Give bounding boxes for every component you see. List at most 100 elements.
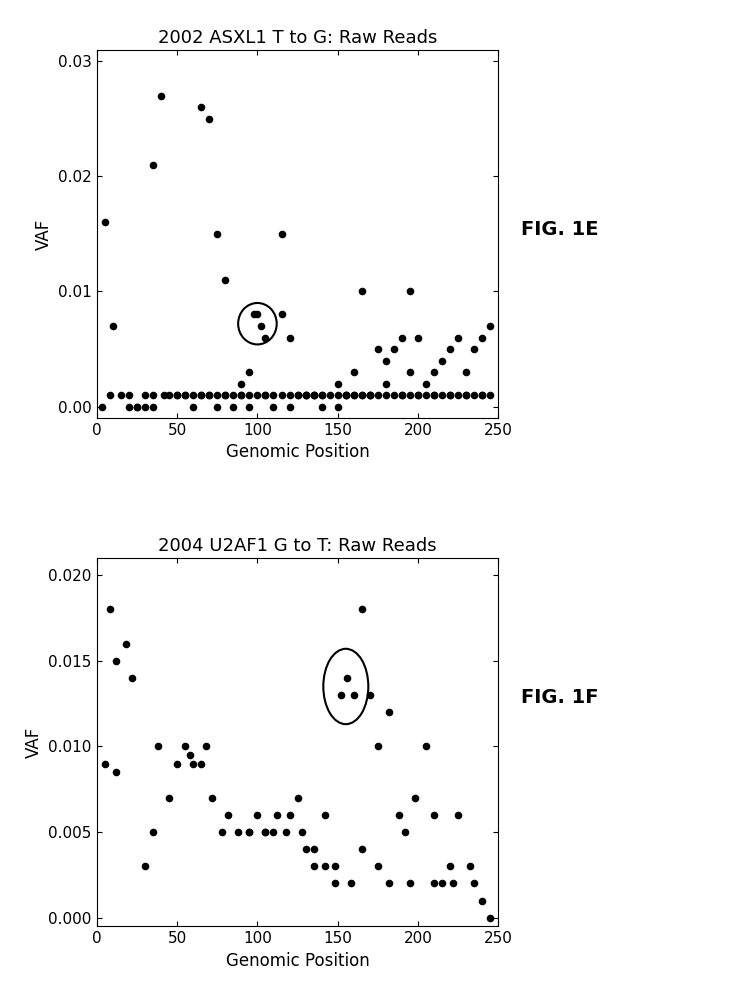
Point — [243, 365, 255, 380]
Point — [461, 387, 472, 403]
Point — [203, 387, 215, 403]
Point — [268, 824, 280, 840]
Point — [283, 387, 295, 403]
Point — [444, 341, 456, 357]
Point — [292, 387, 304, 403]
Point — [296, 824, 308, 840]
Point — [393, 807, 405, 823]
Point — [380, 375, 392, 391]
Point — [308, 387, 320, 403]
X-axis label: Genomic Position: Genomic Position — [225, 952, 370, 970]
Point — [254, 318, 266, 334]
Point — [131, 398, 143, 414]
Point — [260, 387, 272, 403]
Point — [396, 387, 408, 403]
Point — [420, 738, 432, 754]
Point — [404, 387, 416, 403]
Point — [409, 790, 421, 806]
Point — [461, 365, 472, 380]
Point — [344, 875, 356, 891]
Point — [187, 387, 199, 403]
Point — [203, 387, 215, 403]
Point — [292, 387, 304, 403]
Point — [235, 387, 247, 403]
Title: 2004 U2AF1 G to T: Raw Reads: 2004 U2AF1 G to T: Raw Reads — [158, 537, 437, 555]
Point — [348, 387, 360, 403]
Point — [476, 330, 488, 346]
Point — [324, 387, 336, 403]
Point — [211, 398, 223, 414]
Point — [348, 687, 360, 703]
Point — [300, 387, 312, 403]
Point — [380, 387, 392, 403]
Point — [436, 353, 448, 369]
Point — [251, 387, 263, 403]
Point — [147, 398, 159, 414]
Point — [292, 790, 304, 806]
Point — [364, 687, 376, 703]
Point — [268, 398, 280, 414]
Point — [332, 375, 344, 391]
Point — [260, 824, 272, 840]
Point — [332, 387, 344, 403]
Point — [283, 398, 295, 414]
Point — [388, 387, 400, 403]
Point — [476, 387, 488, 403]
Point — [179, 387, 191, 403]
Point — [207, 790, 219, 806]
Point — [308, 842, 320, 858]
Point — [308, 387, 320, 403]
Point — [469, 875, 481, 891]
Point — [171, 387, 183, 403]
Point — [99, 756, 111, 772]
Point — [243, 398, 255, 414]
Point — [383, 875, 395, 891]
Point — [195, 387, 207, 403]
Point — [412, 330, 424, 346]
Point — [179, 387, 191, 403]
Point — [356, 842, 368, 858]
Point — [275, 387, 287, 403]
Point — [319, 807, 331, 823]
Text: FIG. 1F: FIG. 1F — [521, 687, 598, 707]
Point — [211, 387, 223, 403]
Point — [356, 602, 368, 618]
Point — [99, 214, 111, 230]
Point — [315, 387, 327, 403]
Point — [283, 807, 295, 823]
Point — [329, 859, 341, 874]
Y-axis label: VAF: VAF — [25, 726, 43, 758]
Point — [275, 307, 287, 323]
Point — [484, 387, 496, 403]
Point — [110, 652, 122, 668]
Point — [179, 738, 191, 754]
Point — [131, 398, 143, 414]
Point — [248, 307, 260, 323]
Point — [243, 387, 255, 403]
Point — [235, 375, 247, 391]
Point — [396, 387, 408, 403]
Point — [364, 387, 376, 403]
Y-axis label: VAF: VAF — [34, 218, 52, 250]
Point — [260, 387, 272, 403]
Point — [283, 330, 295, 346]
Point — [348, 387, 360, 403]
Point — [412, 387, 424, 403]
Point — [228, 387, 240, 403]
Point — [429, 387, 440, 403]
Point — [315, 398, 327, 414]
Point — [372, 341, 384, 357]
Text: FIG. 1E: FIG. 1E — [521, 219, 598, 239]
Point — [300, 842, 312, 858]
Point — [200, 738, 212, 754]
Point — [429, 875, 440, 891]
Point — [341, 670, 353, 686]
Point — [107, 318, 119, 334]
Point — [139, 398, 151, 414]
Point — [171, 756, 183, 772]
Point — [372, 387, 384, 403]
Point — [187, 398, 199, 414]
Point — [396, 330, 408, 346]
Point — [147, 157, 159, 173]
Point — [469, 341, 481, 357]
